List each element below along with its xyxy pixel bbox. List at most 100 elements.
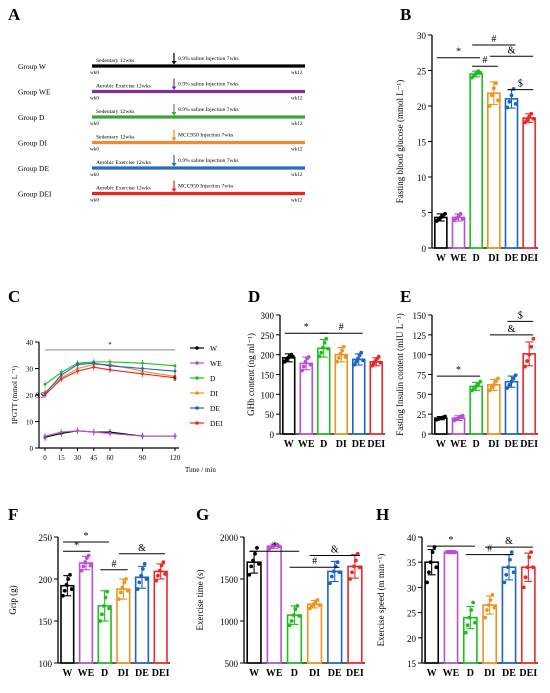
data-point [348,577,353,581]
data-point [513,101,518,106]
data-point [251,558,256,563]
data-point [173,434,177,438]
category-label: DI [488,439,499,450]
data-point [255,546,259,550]
significance-label: * [84,531,89,542]
data-point [139,573,144,578]
data-point [98,619,103,623]
panel-c-chart: 0 10 20 30 40 0 15 30 45 60 90 120 Time / min IPGTT (… [10,339,223,474]
significance-label: * [272,540,277,551]
data-point [76,369,79,373]
category-label: DE [135,668,149,679]
panel-letter-a: A [8,5,21,24]
y-tick-label: 2000 [220,533,239,543]
data-point [108,368,112,372]
data-point [141,367,144,370]
data-point [301,364,306,369]
bar-WE [443,551,459,664]
data-point [489,93,494,98]
panel-b-chart: 0 5 10 15 20 25 30 Fasting blood glucose (mmol … [395,31,538,264]
y-tick-label: 75 [417,371,427,381]
panel-h-chart: 15 20 25 30 35 40 Exercise speed (m min⁻¹) W WE D… [376,533,538,679]
data-point [376,354,381,359]
significance-label: # [491,34,496,45]
data-point [511,87,516,91]
data-point [68,572,72,577]
data-point [303,359,308,364]
data-point [43,393,47,397]
data-point [83,560,88,565]
y-tick-label: 5 [422,209,427,219]
panel-letter-f: F [8,505,18,524]
data-point [141,361,144,365]
data-point [509,379,514,384]
significance-label: $ [518,310,523,321]
category-label: D [291,668,298,679]
data-point [141,434,144,438]
data-point [496,376,500,381]
category-label: DEI [520,439,538,450]
significance-label: # [487,544,492,555]
data-point [324,336,329,341]
category-label: DEI [520,253,538,264]
panel-f-chart: 100 150 200 250 Grip (g) W WE D DI DE DEI * * # & [8,531,170,679]
category-label: DI [488,253,499,264]
data-point [86,553,91,558]
significance-label: # [339,322,344,333]
data-point [163,572,168,576]
legend-marker [195,376,199,380]
bar-D [469,73,483,249]
data-point [249,564,254,569]
data-point [485,608,489,612]
category-label: W [249,668,259,679]
x-tick-label: 0 [43,454,47,462]
data-point [331,569,336,574]
data-point [427,570,431,575]
bar-W [424,561,440,664]
data-point [527,114,532,119]
data-point [157,568,162,573]
data-point [69,587,74,591]
data-point [66,577,71,581]
panel-letter-g: G [196,505,209,524]
data-point [120,585,125,590]
data-point [496,98,500,103]
phase-label-before: Aerobic Exercise 12wks [96,160,151,166]
y-tick-label: 150 [261,371,275,381]
phase-label-before: Aerobic Exercise 12wks [96,84,151,90]
data-point [527,352,532,357]
category-label: D [320,439,327,450]
data-point [116,597,121,602]
y-tick-label: 50 [417,390,427,400]
data-point [64,582,69,587]
start-label: wk0 [90,70,99,76]
group-label: Group DEI [18,190,52,199]
data-point [59,373,63,377]
significance-label: # [312,556,317,567]
y-tick-label: 200 [39,575,53,585]
significance-label: & [138,543,146,554]
category-label: DE [505,253,519,264]
data-point [473,620,477,625]
data-point [308,362,313,367]
bar-DEI [369,361,383,435]
group-label: Group D [18,113,45,122]
y-tick-label: 150 [39,617,53,627]
category-label: WE [298,439,315,450]
y-tick-label: 125 [413,331,427,341]
data-point [434,565,439,570]
data-point [463,630,468,635]
legend-marker [195,421,199,425]
significance-label: $ [518,79,523,90]
data-point [465,623,470,628]
data-point [507,99,512,104]
y-tick-label: 500 [225,659,239,669]
y-tick-label: 30 [26,366,34,374]
data-point [531,116,536,121]
significance-label: * [456,47,461,58]
data-point [488,598,493,602]
start-label: wk0 [90,198,99,204]
y-tick-label: 0 [422,430,427,440]
data-point [297,614,302,618]
data-point [326,346,330,351]
